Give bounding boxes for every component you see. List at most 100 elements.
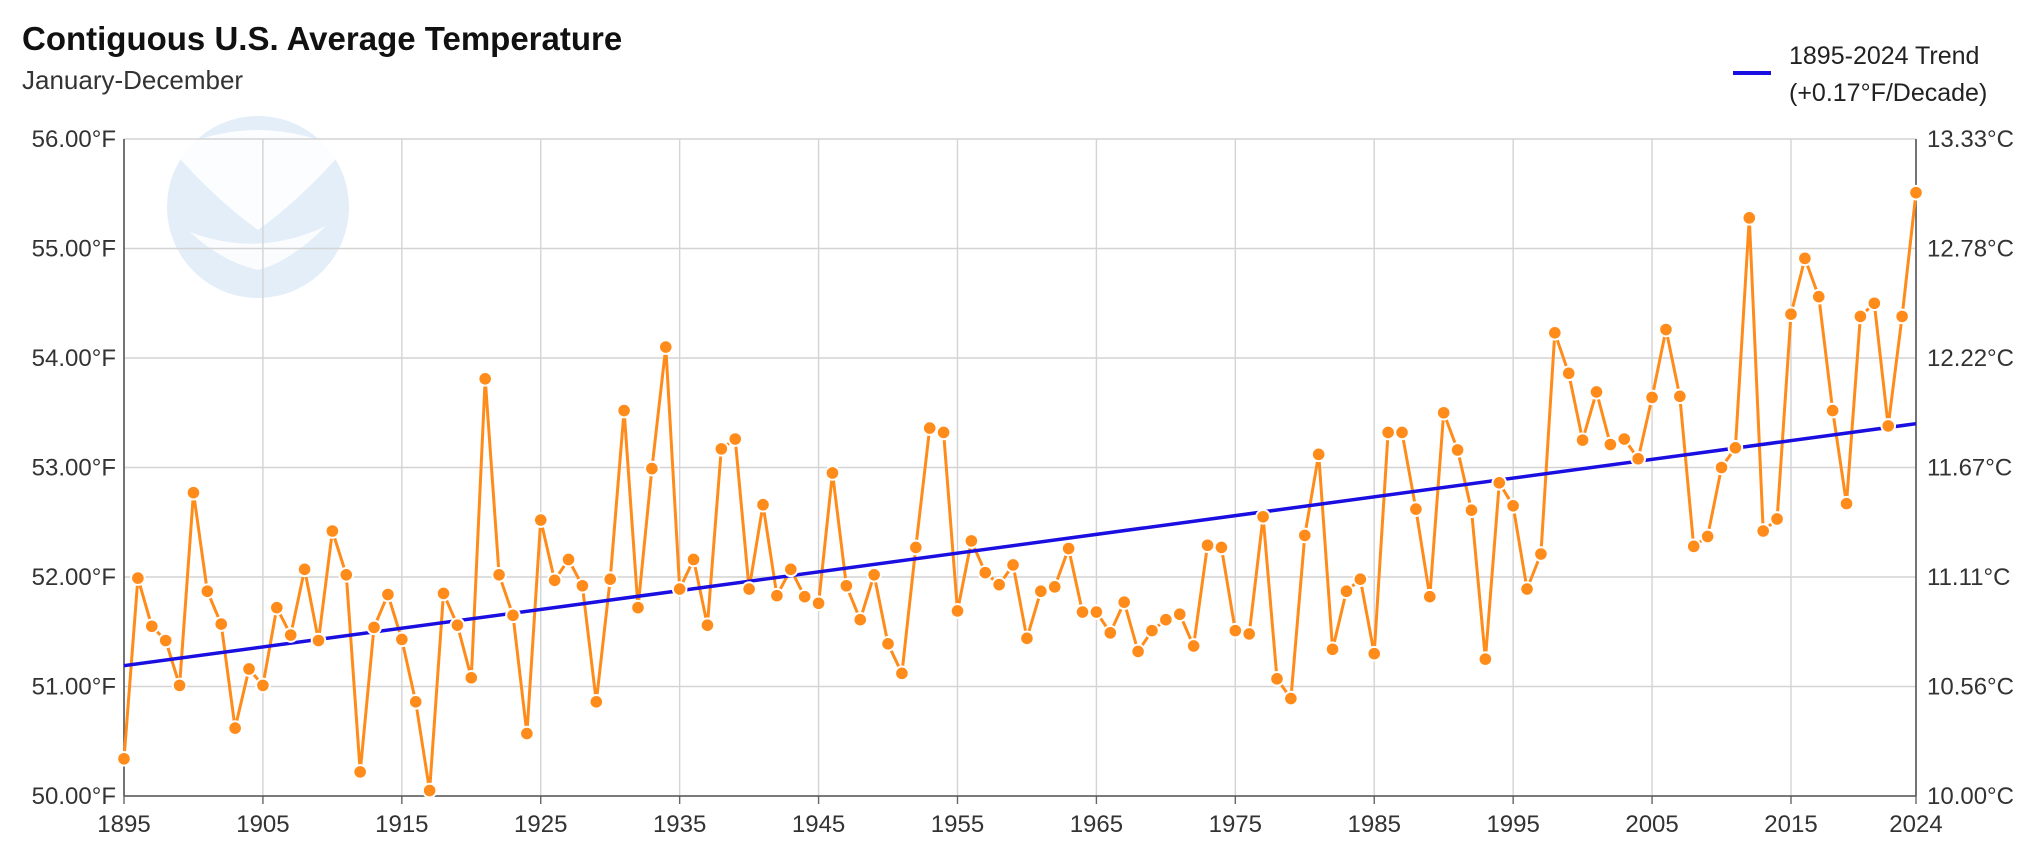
data-point-1895[interactable]: [116, 750, 132, 767]
data-point-1945[interactable]: [810, 595, 827, 612]
data-point-1928[interactable]: [574, 577, 591, 594]
data-point-1967[interactable]: [1116, 594, 1132, 610]
data-point-2001[interactable]: [1588, 384, 1605, 400]
data-point-1953[interactable]: [921, 420, 938, 436]
data-point-2010[interactable]: [1713, 459, 1730, 476]
data-point-2005[interactable]: [1644, 389, 1660, 406]
data-point-1955[interactable]: [949, 603, 966, 619]
data-point-1929[interactable]: [588, 694, 605, 710]
data-point-1974[interactable]: [1213, 539, 1230, 556]
data-point-1984[interactable]: [1352, 571, 1369, 587]
data-point-1899[interactable]: [171, 677, 188, 694]
data-point-2021[interactable]: [1866, 295, 1883, 312]
data-point-2015[interactable]: [1783, 306, 1799, 323]
data-point-2014[interactable]: [1769, 511, 1785, 527]
data-point-1965[interactable]: [1088, 604, 1105, 620]
data-point-1901[interactable]: [199, 583, 216, 600]
data-point-1985[interactable]: [1366, 645, 1383, 662]
data-point-2017[interactable]: [1810, 288, 1827, 305]
data-point-1950[interactable]: [880, 635, 896, 652]
data-point-2011[interactable]: [1727, 439, 1744, 456]
data-point-1925[interactable]: [532, 512, 549, 528]
data-point-1954[interactable]: [935, 424, 952, 441]
data-point-1972[interactable]: [1185, 638, 1202, 654]
data-point-1900[interactable]: [185, 484, 202, 501]
data-point-1916[interactable]: [407, 694, 424, 710]
data-point-1976[interactable]: [1241, 626, 1258, 642]
data-point-1907[interactable]: [282, 627, 299, 643]
data-point-1957[interactable]: [977, 564, 994, 581]
data-point-2012[interactable]: [1741, 210, 1758, 226]
data-point-2006[interactable]: [1658, 321, 1674, 338]
data-point-1938[interactable]: [713, 441, 730, 457]
data-point-1940[interactable]: [741, 581, 757, 597]
data-point-1975[interactable]: [1227, 622, 1244, 639]
data-point-1910[interactable]: [324, 523, 341, 539]
data-point-1986[interactable]: [1380, 424, 1396, 441]
data-point-1896[interactable]: [130, 570, 146, 586]
data-point-1937[interactable]: [699, 617, 716, 633]
data-point-1941[interactable]: [755, 496, 771, 513]
data-point-1979[interactable]: [1283, 690, 1299, 707]
data-point-1909[interactable]: [310, 632, 327, 649]
data-point-1902[interactable]: [213, 616, 230, 632]
data-point-2002[interactable]: [1602, 436, 1619, 453]
data-point-2016[interactable]: [1797, 250, 1813, 267]
data-point-1980[interactable]: [1296, 527, 1313, 544]
data-point-1982[interactable]: [1324, 641, 1341, 658]
data-point-1960[interactable]: [1019, 630, 1035, 647]
data-point-1973[interactable]: [1199, 537, 1216, 554]
data-point-2020[interactable]: [1852, 308, 1869, 325]
data-point-1932[interactable]: [630, 599, 646, 616]
data-point-1991[interactable]: [1449, 442, 1466, 458]
data-point-2013[interactable]: [1755, 523, 1771, 539]
data-point-1942[interactable]: [769, 587, 785, 604]
data-point-1990[interactable]: [1435, 404, 1452, 421]
data-point-1943[interactable]: [782, 561, 799, 578]
data-point-2023[interactable]: [1894, 308, 1910, 325]
data-point-1919[interactable]: [449, 617, 466, 633]
data-point-1897[interactable]: [143, 618, 160, 635]
data-point-1963[interactable]: [1060, 540, 1077, 557]
data-point-2008[interactable]: [1685, 538, 1702, 555]
data-point-1920[interactable]: [463, 669, 480, 686]
data-point-1968[interactable]: [1130, 643, 1146, 660]
data-point-1948[interactable]: [852, 611, 869, 628]
data-point-1944[interactable]: [796, 588, 813, 605]
data-point-1989[interactable]: [1421, 588, 1438, 605]
data-point-1904[interactable]: [241, 661, 257, 677]
data-point-1959[interactable]: [1005, 557, 1021, 573]
data-point-1946[interactable]: [824, 465, 841, 481]
data-point-1939[interactable]: [727, 431, 744, 447]
data-point-1922[interactable]: [491, 567, 507, 583]
data-point-1996[interactable]: [1519, 581, 1535, 597]
data-point-1988[interactable]: [1408, 501, 1424, 517]
data-point-1993[interactable]: [1477, 651, 1494, 667]
data-point-1969[interactable]: [1144, 622, 1160, 639]
data-point-1931[interactable]: [616, 402, 632, 419]
data-point-2004[interactable]: [1630, 450, 1646, 467]
data-point-1995[interactable]: [1505, 498, 1521, 514]
data-point-1997[interactable]: [1533, 546, 1549, 562]
data-point-1958[interactable]: [991, 576, 1007, 593]
data-point-1994[interactable]: [1491, 475, 1508, 491]
data-point-1952[interactable]: [908, 539, 924, 556]
data-point-1936[interactable]: [685, 551, 702, 568]
data-point-1906[interactable]: [269, 599, 285, 616]
data-point-1978[interactable]: [1269, 671, 1285, 687]
data-point-1956[interactable]: [963, 533, 980, 549]
data-point-1992[interactable]: [1463, 502, 1480, 519]
data-point-1918[interactable]: [435, 585, 452, 602]
data-point-1961[interactable]: [1033, 583, 1049, 600]
data-point-1933[interactable]: [644, 460, 660, 477]
data-point-1964[interactable]: [1074, 604, 1091, 620]
data-point-1970[interactable]: [1158, 611, 1174, 628]
data-point-1913[interactable]: [366, 619, 382, 636]
data-point-1903[interactable]: [227, 720, 243, 736]
data-point-1898[interactable]: [157, 632, 174, 649]
data-point-1912[interactable]: [352, 764, 368, 780]
data-point-2019[interactable]: [1838, 495, 1855, 512]
data-point-1971[interactable]: [1171, 606, 1188, 623]
data-point-1927[interactable]: [560, 551, 577, 568]
data-point-1921[interactable]: [477, 371, 493, 387]
